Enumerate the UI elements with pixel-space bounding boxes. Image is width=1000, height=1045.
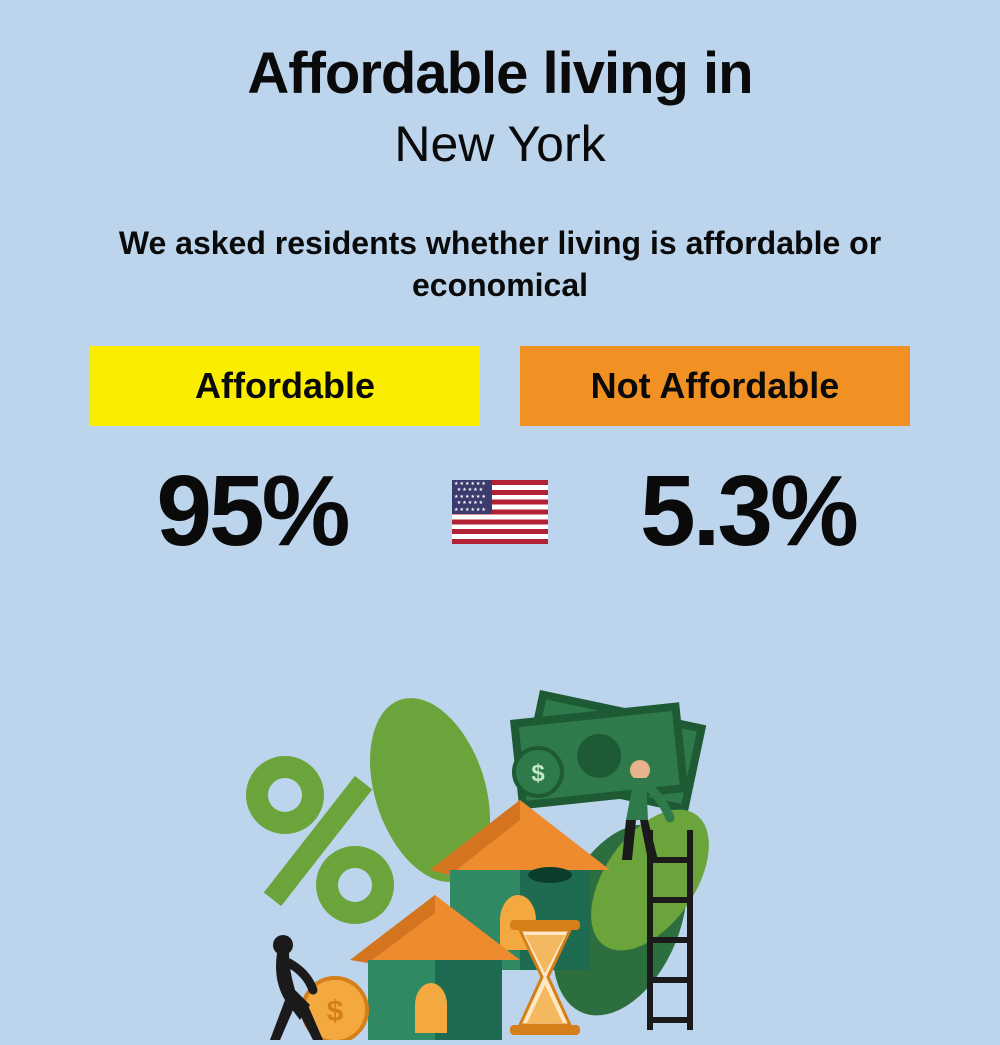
stat-affordable-value: 95% [82,454,422,569]
option-not-affordable-label: Not Affordable [591,365,840,407]
svg-text:$: $ [531,760,545,787]
usa-flag-icon [452,480,548,544]
option-not-affordable: Not Affordable [520,346,910,426]
title-line2: New York [60,115,940,173]
stat-not-affordable-value: 5.3% [578,454,918,569]
housing-illustration: $ $ [220,680,780,1040]
option-affordable: Affordable [90,346,480,426]
stats-row: 95% 5.3% [60,454,940,569]
options-row: Affordable Not Affordable [60,346,940,426]
title-line1: Affordable living in [60,40,940,107]
option-affordable-label: Affordable [195,365,375,407]
subtitle-text: We asked residents whether living is aff… [60,223,940,306]
